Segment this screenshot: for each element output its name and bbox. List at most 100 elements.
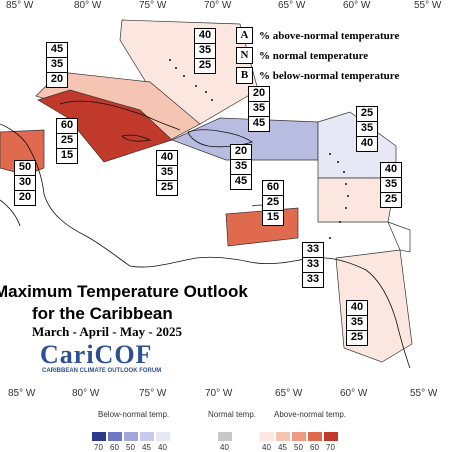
normal-value: 35 bbox=[381, 177, 401, 192]
forecast-stack-hispaniola-south: 20 35 45 bbox=[230, 144, 252, 190]
logo-subtitle: CARIBBEAN CLIMATE OUTLOOK FORUM bbox=[42, 368, 162, 374]
colorbar-tick-above: 40 bbox=[262, 443, 271, 452]
colorbar-tick-above: 70 bbox=[326, 443, 335, 452]
normal-value: 35 bbox=[231, 159, 251, 174]
above-value: 60 bbox=[60, 119, 74, 131]
colorbar-swatch-above bbox=[324, 432, 338, 441]
colorbar-tick-normal: 40 bbox=[220, 443, 229, 452]
lon-label-bottom: 55° W bbox=[410, 388, 438, 399]
above-value: 33 bbox=[306, 243, 320, 255]
forecast-stack-guianas: 40 35 25 bbox=[346, 300, 368, 346]
below-value: 45 bbox=[249, 116, 269, 131]
lon-label-bottom: 80° W bbox=[72, 388, 100, 399]
above-value: 40 bbox=[350, 301, 364, 313]
forecast-stack-windward: 40 35 25 bbox=[380, 162, 402, 208]
logo-name: CariCOF bbox=[40, 340, 153, 369]
normal-value: 25 bbox=[263, 195, 283, 210]
legend-key-above: A bbox=[236, 27, 253, 44]
below-value: 15 bbox=[57, 148, 77, 163]
lon-label-top: 70° W bbox=[204, 0, 232, 11]
colorbar-above-label: Above-normal temp. bbox=[274, 410, 347, 419]
coastline bbox=[0, 100, 411, 369]
legend-above-row: A % above-normal temperature bbox=[236, 26, 450, 45]
colorbar-tick-above: 45 bbox=[278, 443, 287, 452]
colorbar-tick-above: 60 bbox=[310, 443, 319, 452]
colorbar-swatch-below bbox=[124, 432, 138, 441]
lon-label-bottom: 60° W bbox=[340, 388, 368, 399]
below-value: 25 bbox=[195, 58, 215, 73]
below-value: 20 bbox=[47, 72, 67, 87]
above-value: 20 bbox=[252, 87, 266, 99]
colorbar-swatch-below bbox=[156, 432, 170, 441]
above-value: 50 bbox=[18, 161, 32, 173]
colorbar-swatch-above bbox=[260, 432, 274, 441]
forecast-stack-jamaica: 40 35 25 bbox=[156, 150, 178, 196]
below-value: 25 bbox=[157, 180, 177, 195]
normal-value: 25 bbox=[57, 133, 77, 148]
normal-value: 35 bbox=[347, 315, 367, 330]
forecast-period: March - April - May - 2025 bbox=[32, 324, 182, 339]
caricof-logo: CariCOF CARIBBEAN CLIMATE OUTLOOK FORUM bbox=[40, 340, 180, 376]
forecast-stack-puerto-rico: 60 25 15 bbox=[262, 180, 284, 226]
forecast-stack-cuba: 45 35 20 bbox=[46, 42, 68, 88]
below-value: 20 bbox=[15, 190, 35, 205]
colorbar-tick-below: 70 bbox=[94, 443, 103, 452]
normal-value: 35 bbox=[195, 43, 215, 58]
normal-value: 33 bbox=[303, 257, 323, 272]
legend-below-row: B % below-normal temperature bbox=[236, 66, 450, 85]
legend: A % above-normal temperature N % normal … bbox=[236, 26, 450, 86]
lon-label-bottom: 70° W bbox=[205, 388, 233, 399]
colorbar-swatch-above bbox=[308, 432, 322, 441]
colorbar-swatch-above bbox=[292, 432, 306, 441]
above-value: 40 bbox=[384, 163, 398, 175]
forecast-stack-hispaniola: 20 35 45 bbox=[248, 86, 270, 132]
colorbar-tick-below: 50 bbox=[126, 443, 135, 452]
lon-label-top: 75° W bbox=[139, 0, 167, 11]
lon-label-bottom: 65° W bbox=[275, 388, 303, 399]
normal-value: 35 bbox=[157, 165, 177, 180]
forecast-stack-belize: 60 25 15 bbox=[56, 118, 78, 164]
normal-value: 35 bbox=[47, 57, 67, 72]
legend-text-above: % above-normal temperature bbox=[259, 29, 400, 42]
forecast-stack-trinidad: 33 33 33 bbox=[302, 242, 324, 288]
lon-label-bottom: 75° W bbox=[139, 388, 167, 399]
normal-value: 30 bbox=[15, 175, 35, 190]
forecast-stack-leeward: 25 35 40 bbox=[356, 106, 378, 152]
above-value: 25 bbox=[360, 107, 374, 119]
above-value: 20 bbox=[234, 145, 248, 157]
colorbar-swatch-below bbox=[108, 432, 122, 441]
below-value: 33 bbox=[303, 272, 323, 287]
colorbar-tick-above: 50 bbox=[294, 443, 303, 452]
zone-outline-east bbox=[387, 221, 411, 253]
colorbar-tick-below: 45 bbox=[142, 443, 151, 452]
colorbar-below-label: Below-normal temp. bbox=[98, 410, 170, 419]
forecast-stack-bahamas: 40 35 25 bbox=[194, 28, 216, 74]
map-subtitle: for the Caribbean bbox=[32, 304, 173, 323]
above-value: 45 bbox=[50, 43, 64, 55]
above-value: 40 bbox=[198, 29, 212, 41]
below-value: 45 bbox=[231, 174, 251, 189]
below-value: 40 bbox=[357, 136, 377, 151]
lon-label-top: 60° W bbox=[343, 0, 371, 11]
colorbar-swatch-above bbox=[276, 432, 290, 441]
legend-key-below: B bbox=[236, 67, 253, 84]
normal-value: 35 bbox=[357, 121, 377, 136]
below-value: 15 bbox=[263, 210, 283, 225]
forecast-stack-central-america: 50 30 20 bbox=[14, 160, 36, 206]
colorbar-tick-below: 60 bbox=[110, 443, 119, 452]
colorbar-swatch-below bbox=[140, 432, 154, 441]
below-value: 25 bbox=[347, 330, 367, 345]
normal-value: 35 bbox=[249, 101, 269, 116]
above-value: 60 bbox=[266, 181, 280, 193]
colorbar-swatch-below bbox=[92, 432, 106, 441]
colorbar-tick-below: 40 bbox=[158, 443, 167, 452]
above-value: 40 bbox=[160, 151, 174, 163]
island-dots bbox=[169, 59, 349, 239]
map-title: Maximum Temperature Outlook bbox=[0, 282, 248, 301]
legend-key-normal: N bbox=[236, 47, 253, 64]
lon-label-bottom: 85° W bbox=[8, 388, 36, 399]
lon-label-top: 85° W bbox=[6, 0, 34, 11]
legend-text-below: % below-normal temperature bbox=[259, 69, 400, 82]
colorbar-normal-label: Normal temp. bbox=[208, 410, 257, 419]
lon-label-top: 80° W bbox=[74, 0, 102, 11]
